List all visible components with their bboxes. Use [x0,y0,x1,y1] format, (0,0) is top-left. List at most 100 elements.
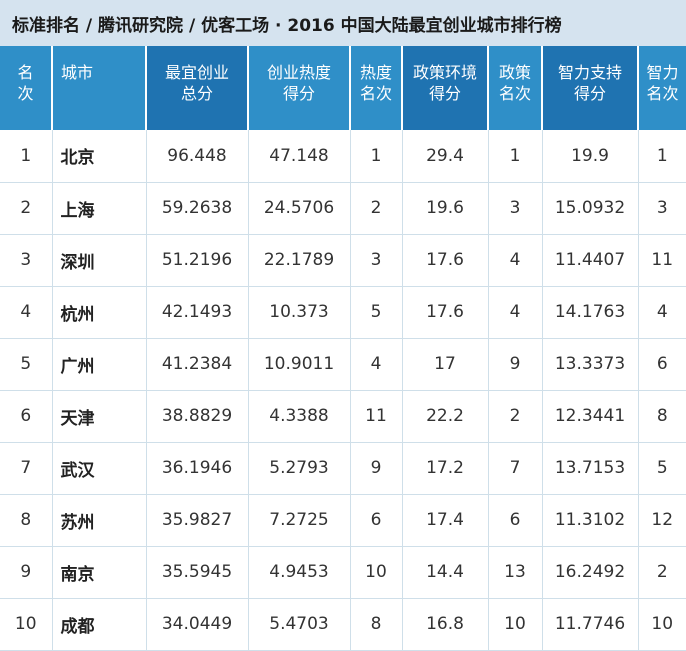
cell-intellect-score: 14.1763 [542,286,639,339]
cell-city: 上海 [52,182,147,235]
table-row: 2 上海 59.2638 24.5706 2 19.6 3 15.0932 3 [0,182,686,235]
cell-city: 武汉 [52,442,147,495]
cell-intellect-rank: 10 [638,598,686,651]
cell-heat-rank: 6 [350,494,403,547]
cell-city: 南京 [52,546,147,599]
table-row: 8 苏州 35.9827 7.2725 6 17.4 6 11.3102 12 [0,494,686,547]
cell-intellect-score: 15.0932 [542,182,639,235]
ranking-table: 名次 城市 最宜创业 总分 创业热度 得分 热度 名次 政策环境 得分 政策 名次 智力支… [0,46,686,651]
cell-city: 苏州 [52,494,147,547]
header-policy-score: 政策环境 得分 [402,46,489,130]
cell-policy-score: 17.4 [402,494,489,547]
header-rank: 名次 [0,46,53,130]
cell-heat-score: 10.9011 [248,338,351,391]
cell-heat-score: 22.1789 [248,234,351,287]
cell-total-score: 42.1493 [146,286,249,339]
cell-total-score: 34.0449 [146,598,249,651]
table-row: 3 深圳 51.2196 22.1789 3 17.6 4 11.4407 11 [0,234,686,287]
table-row: 10 成都 34.0449 5.4703 8 16.8 10 11.7746 1… [0,598,686,651]
cell-total-score: 35.5945 [146,546,249,599]
cell-heat-score: 47.148 [248,130,351,183]
cell-city: 成都 [52,598,147,651]
cell-rank: 1 [0,130,53,183]
cell-intellect-rank: 6 [638,338,686,391]
cell-heat-score: 4.9453 [248,546,351,599]
cell-policy-score: 29.4 [402,130,489,183]
cell-heat-rank: 1 [350,130,403,183]
header-intellect-score: 智力支持 得分 [542,46,639,130]
cell-city: 杭州 [52,286,147,339]
cell-intellect-score: 11.4407 [542,234,639,287]
cell-intellect-score: 11.3102 [542,494,639,547]
cell-policy-score: 17 [402,338,489,391]
page-title: 标准排名 / 腾讯研究院 / 优客工场 · 2016 中国大陆最宜创业城市排行榜 [0,0,686,46]
cell-intellect-rank: 1 [638,130,686,183]
header-policy-rank: 政策 名次 [488,46,543,130]
cell-intellect-score: 13.3373 [542,338,639,391]
cell-total-score: 38.8829 [146,390,249,443]
cell-city: 天津 [52,390,147,443]
cell-rank: 4 [0,286,53,339]
header-total-score: 最宜创业 总分 [146,46,249,130]
cell-heat-score: 24.5706 [248,182,351,235]
cell-intellect-score: 13.7153 [542,442,639,495]
cell-rank: 9 [0,546,53,599]
cell-heat-score: 7.2725 [248,494,351,547]
cell-intellect-rank: 12 [638,494,686,547]
cell-heat-score: 5.2793 [248,442,351,495]
header-intellect-rank: 智力 名次 [638,46,686,130]
cell-policy-score: 22.2 [402,390,489,443]
cell-city: 深圳 [52,234,147,287]
cell-policy-rank: 4 [488,286,543,339]
cell-heat-rank: 3 [350,234,403,287]
cell-heat-rank: 4 [350,338,403,391]
cell-city: 北京 [52,130,147,183]
cell-intellect-rank: 5 [638,442,686,495]
cell-policy-score: 17.6 [402,234,489,287]
cell-policy-rank: 7 [488,442,543,495]
cell-intellect-rank: 11 [638,234,686,287]
cell-rank: 3 [0,234,53,287]
cell-rank: 5 [0,338,53,391]
cell-policy-rank: 10 [488,598,543,651]
table-row: 7 武汉 36.1946 5.2793 9 17.2 7 13.7153 5 [0,442,686,495]
cell-heat-rank: 11 [350,390,403,443]
cell-policy-rank: 6 [488,494,543,547]
cell-policy-rank: 1 [488,130,543,183]
cell-policy-rank: 4 [488,234,543,287]
header-heat-rank: 热度 名次 [350,46,403,130]
cell-policy-rank: 9 [488,338,543,391]
cell-heat-rank: 2 [350,182,403,235]
cell-intellect-rank: 8 [638,390,686,443]
header-city: 城市 [52,46,147,130]
cell-heat-rank: 8 [350,598,403,651]
cell-total-score: 35.9827 [146,494,249,547]
table-row: 4 杭州 42.1493 10.373 5 17.6 4 14.1763 4 [0,286,686,339]
cell-heat-rank: 5 [350,286,403,339]
cell-policy-rank: 13 [488,546,543,599]
cell-intellect-score: 19.9 [542,130,639,183]
cell-policy-score: 17.6 [402,286,489,339]
cell-total-score: 51.2196 [146,234,249,287]
cell-policy-rank: 2 [488,390,543,443]
cell-heat-score: 5.4703 [248,598,351,651]
cell-policy-score: 19.6 [402,182,489,235]
cell-total-score: 59.2638 [146,182,249,235]
cell-intellect-score: 11.7746 [542,598,639,651]
cell-intellect-score: 12.3441 [542,390,639,443]
cell-intellect-rank: 4 [638,286,686,339]
cell-heat-rank: 9 [350,442,403,495]
table-row: 5 广州 41.2384 10.9011 4 17 9 13.3373 6 [0,338,686,391]
cell-intellect-score: 16.2492 [542,546,639,599]
header-heat-score: 创业热度 得分 [248,46,351,130]
cell-rank: 2 [0,182,53,235]
table-row: 1 北京 96.448 47.148 1 29.4 1 19.9 1 [0,130,686,183]
cell-rank: 8 [0,494,53,547]
table-row: 6 天津 38.8829 4.3388 11 22.2 2 12.3441 8 [0,390,686,443]
cell-heat-rank: 10 [350,546,403,599]
cell-policy-score: 14.4 [402,546,489,599]
cell-policy-rank: 3 [488,182,543,235]
cell-total-score: 41.2384 [146,338,249,391]
cell-total-score: 96.448 [146,130,249,183]
